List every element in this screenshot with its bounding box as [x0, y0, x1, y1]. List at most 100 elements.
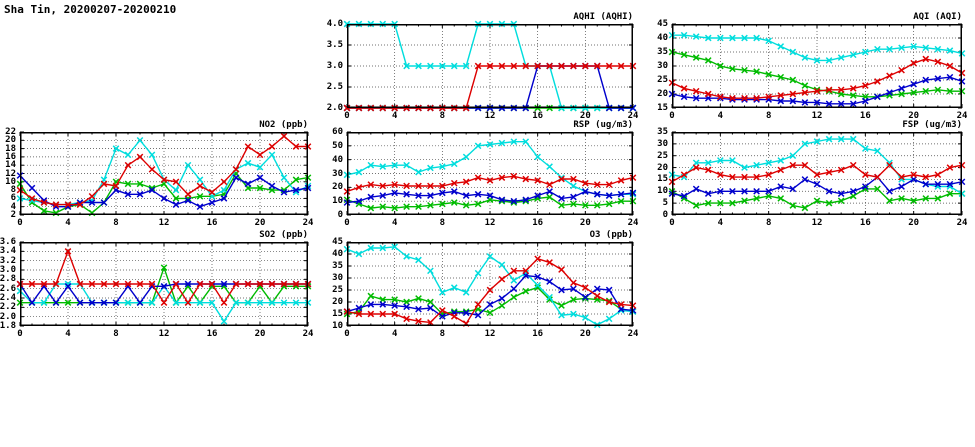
y-tick-label: 30 [657, 138, 668, 149]
y-tick-label: 8 [10, 185, 16, 196]
y-tick-label: 2.0 [0, 311, 16, 322]
x-tick-label: 24 [627, 111, 639, 121]
series-markers-red [16, 248, 312, 306]
y-tick-label: 4.0 [326, 19, 343, 29]
x-tick-label: 4 [65, 218, 71, 228]
y-tick-label: 30 [657, 61, 668, 71]
chart-rsp: 0 10 20 30 40 50 60 0 4 8 12 16 20 24 RSP (ug/m3) [332, 120, 638, 228]
x-tick-label: 16 [859, 218, 871, 228]
x-tick-label: 12 [811, 111, 823, 121]
x-tick-label: 4 [391, 329, 398, 339]
x-tick-label: 20 [579, 218, 591, 228]
y-tick-label: 25 [332, 285, 343, 295]
x-tick-label: 16 [206, 329, 218, 339]
y-tick-label: 20 [332, 182, 343, 193]
x-tick-label: 20 [908, 218, 920, 228]
y-tick-label: 35 [657, 47, 668, 57]
y-tick-label: 3.2 [0, 255, 16, 266]
series-line-cyan [672, 34, 963, 62]
y-tick-label: 3.6 [0, 237, 16, 247]
y-tick-label: 15 [332, 309, 343, 319]
y-tick-label: 30 [332, 273, 343, 283]
x-tick-label: 12 [158, 218, 170, 228]
y-tick-label: 40 [657, 33, 668, 43]
x-tick-label: 20 [254, 218, 266, 228]
x-tick-label: 20 [254, 329, 266, 339]
chart-aqhi: 2.0 2.5 3.0 3.5 4.0 0 4 8 12 16 20 24 AQHI (AQHI) [327, 12, 639, 121]
y-tick-label: 2.4 [0, 293, 16, 303]
y-tick-label: 6 [10, 193, 16, 204]
x-tick-label: 16 [532, 329, 544, 339]
chart-aqi: 15 20 25 30 35 40 45 0 4 8 12 16 20 24 AQI (AQI) [657, 12, 967, 121]
x-tick-label: 16 [206, 218, 218, 228]
x-tick-label: 0 [344, 329, 350, 339]
x-tick-label: 4 [391, 111, 398, 121]
x-tick-label: 8 [113, 218, 119, 228]
chart-so2: 1.8 2.0 2.2 2.4 2.6 2.8 3.0 3.2 3.4 3.6 0 4 8 12 16 20 2… [0, 230, 313, 339]
y-tick-label: 45 [332, 237, 343, 247]
y-tick-label: 60 [332, 127, 343, 137]
plot-area-so2 [16, 241, 312, 327]
series-line-blue [346, 274, 634, 318]
chart-title-fsp: FSP (ug/m3) [902, 120, 962, 130]
x-tick-label: 20 [579, 329, 591, 339]
y-tick-label: 2.5 [326, 82, 343, 92]
y-tick-label: 40 [332, 249, 343, 259]
x-tick-label: 0 [17, 218, 23, 228]
y-tick-label: 22 [5, 127, 16, 137]
x-tick-label: 8 [765, 111, 772, 121]
x-tick-label: 12 [811, 218, 823, 228]
series-line-red [19, 135, 308, 206]
x-tick-label: 20 [908, 111, 920, 121]
plot-area-o3 [343, 241, 637, 329]
chart-fsp: 0 5 10 15 20 25 30 35 0 4 8 12 16 20 24 FSP (ug/m3) [657, 120, 967, 228]
y-tick-label: 3.0 [0, 265, 16, 275]
x-tick-label: 8 [439, 329, 446, 339]
y-tick-label: 2.2 [0, 302, 16, 313]
x-tick-label: 24 [302, 218, 314, 228]
x-tick-label: 12 [484, 329, 496, 339]
y-tick-label: 20 [332, 297, 343, 307]
y-tick-label: 0 [337, 210, 343, 220]
x-tick-label: 24 [627, 218, 639, 228]
x-tick-label: 0 [344, 111, 350, 121]
series-markers-cyan [343, 138, 637, 199]
y-tick-label: 10 [5, 176, 16, 187]
x-tick-label: 20 [579, 111, 591, 121]
y-tick-label: 2 [10, 210, 16, 220]
chart-title-o3: O3 (ppb) [589, 230, 633, 240]
plot-area-no2 [16, 131, 312, 217]
plot-area-aqi [668, 23, 966, 109]
x-tick-label: 12 [484, 218, 496, 228]
chart-o3: 10 15 20 25 30 35 40 45 0 4 8 12 16 20 24 O3 (ppb) [332, 230, 638, 339]
y-tick-label: 3.4 [0, 246, 16, 257]
x-tick-label: 4 [391, 218, 398, 228]
y-tick-label: 2.6 [0, 283, 16, 294]
y-tick-label: 50 [332, 140, 343, 151]
chart-no2: 2 4 6 8 10 12 14 16 18 20 22 0 4 8 12 16 20 24 NO2 (ppb) [5, 120, 313, 228]
x-tick-label: 8 [439, 111, 446, 121]
plot-area-aqhi [343, 20, 637, 112]
y-tick-label: 35 [657, 127, 668, 137]
y-tick-label: 12 [5, 168, 16, 179]
y-tick-label: 40 [332, 154, 343, 165]
y-tick-label: 15 [657, 103, 668, 113]
x-tick-label: 4 [717, 111, 724, 121]
x-tick-label: 0 [669, 218, 675, 228]
chart-title-aqhi: AQHI (AQHI) [573, 12, 633, 22]
plot-area-rsp [343, 131, 637, 216]
x-tick-label: 12 [484, 111, 496, 121]
y-tick-label: 5 [662, 198, 668, 209]
x-tick-label: 4 [717, 218, 724, 228]
x-tick-label: 16 [532, 111, 544, 121]
chart-title-aqi: AQI (AQI) [913, 12, 962, 22]
y-tick-label: 4 [10, 201, 16, 212]
y-tick-label: 10 [657, 186, 668, 197]
y-tick-label: 45 [657, 19, 668, 29]
y-tick-label: 20 [5, 135, 16, 146]
y-tick-label: 3.0 [326, 61, 343, 71]
y-tick-label: 18 [5, 143, 16, 154]
x-tick-label: 12 [158, 329, 170, 339]
x-tick-label: 16 [532, 218, 544, 228]
y-tick-label: 1.8 [0, 321, 16, 331]
